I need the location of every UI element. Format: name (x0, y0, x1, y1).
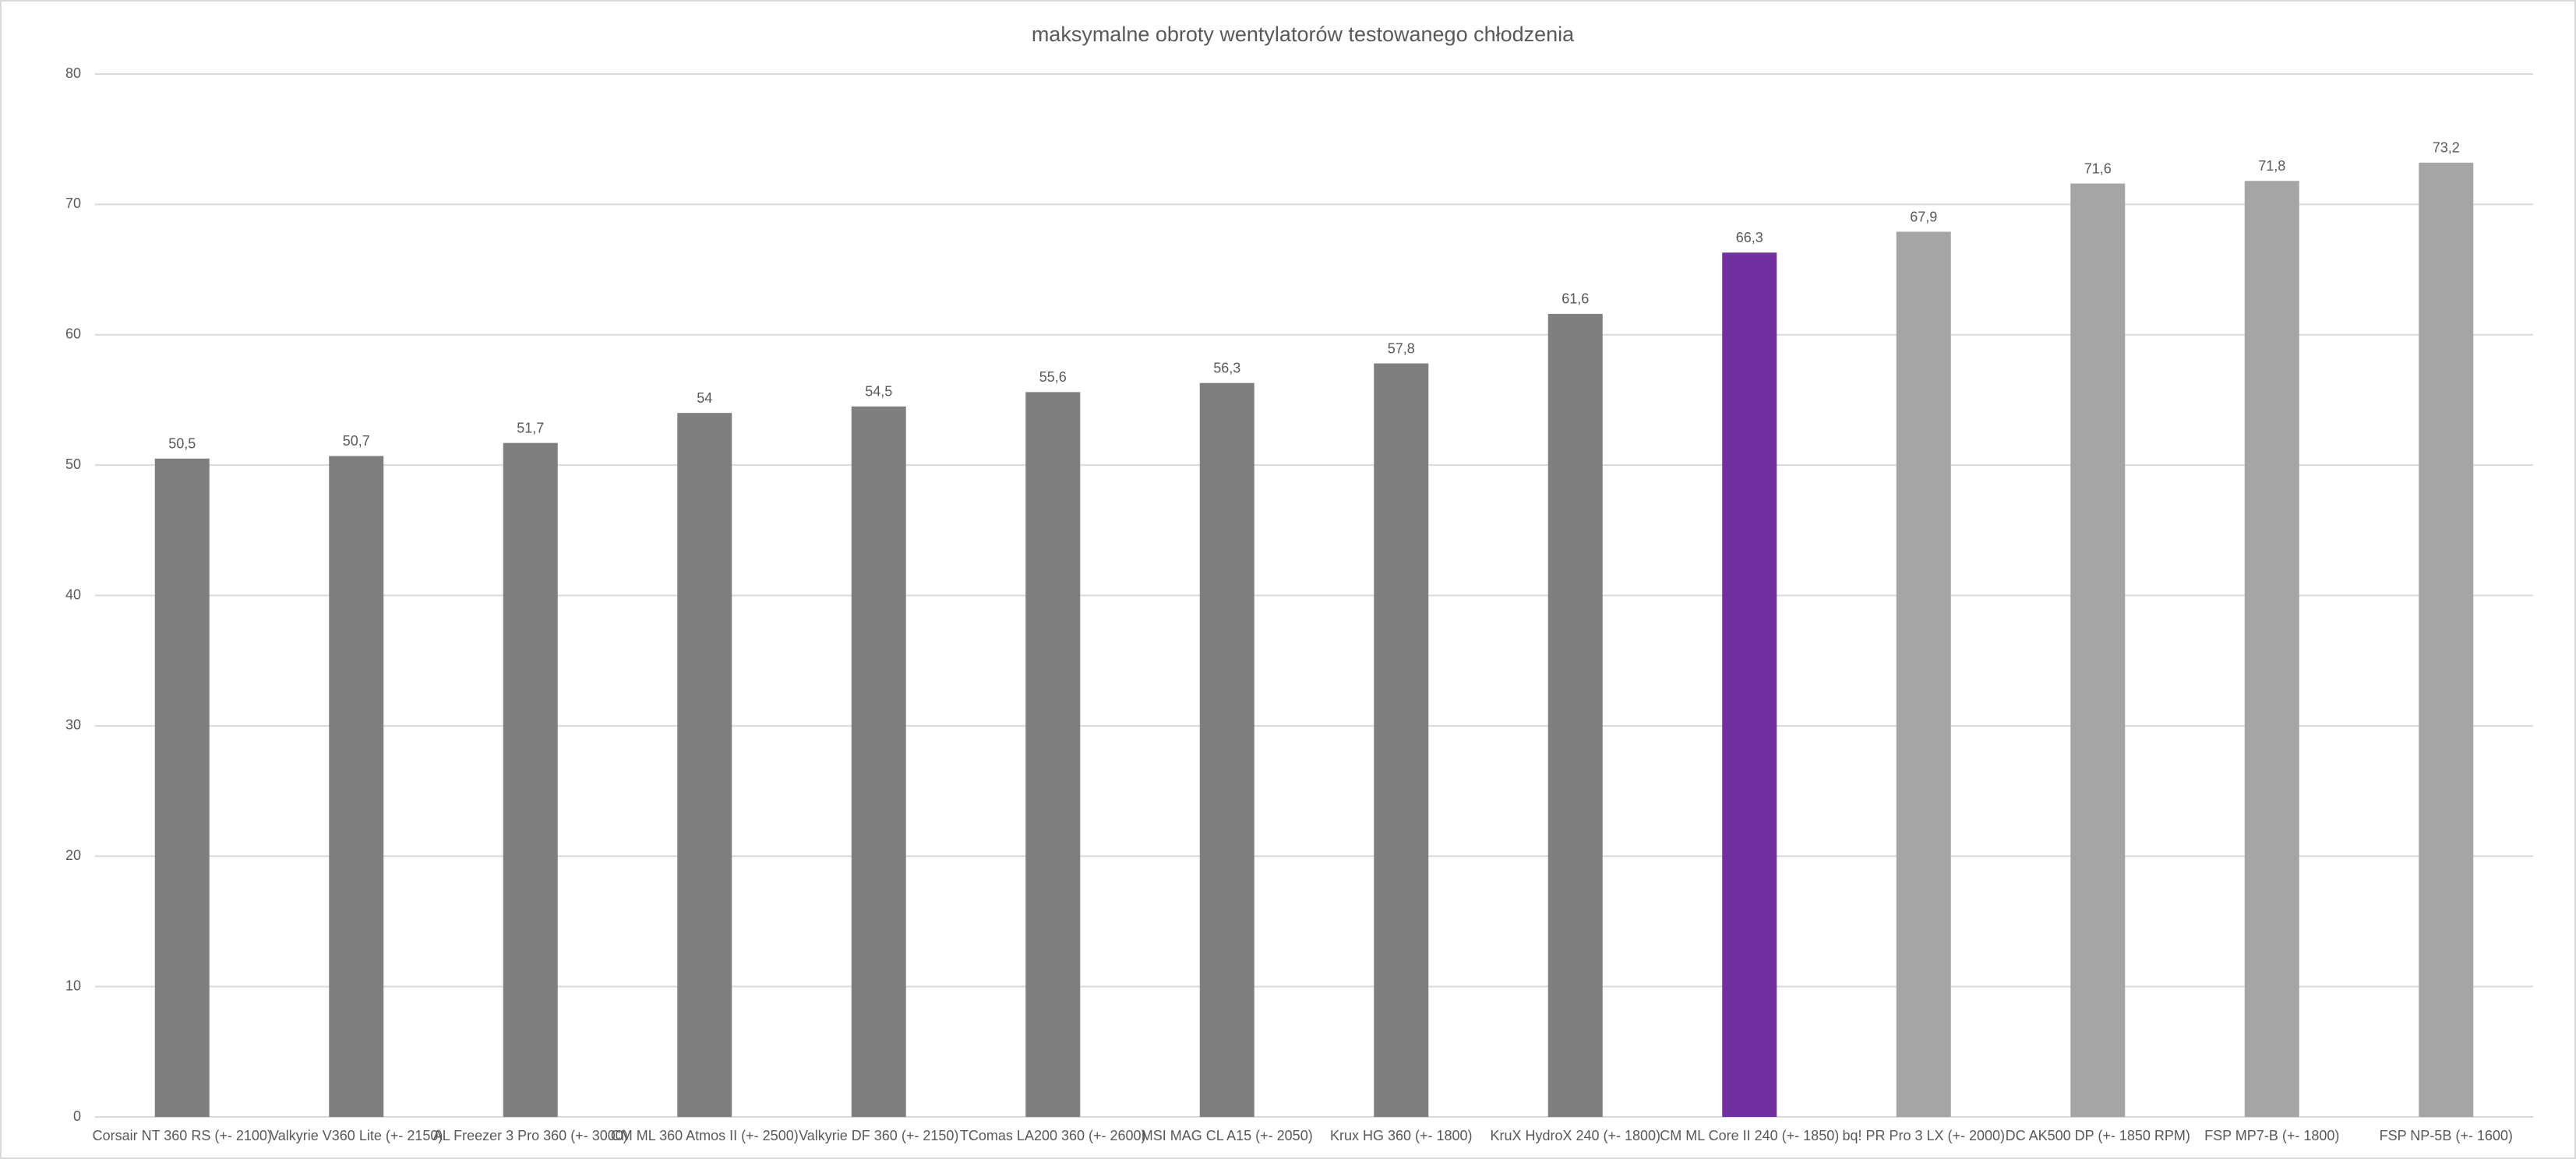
x-tick-label: AL Freezer 3 Pro 360 (+- 3000) (433, 1128, 628, 1143)
bar (329, 456, 384, 1117)
data-label: 50,5 (168, 436, 196, 452)
bar (2244, 181, 2299, 1117)
x-tick-label: KruX HydroX 240 (+- 1800) (1490, 1128, 1660, 1143)
data-label: 55,6 (1039, 369, 1067, 385)
y-tick-label: 80 (65, 65, 81, 81)
x-tick-label: CM ML Core II 240 (+- 1850) (1660, 1128, 1839, 1143)
x-tick-label: Valkyrie V360 Lite (+- 2150) (270, 1128, 443, 1143)
bar (1722, 252, 1777, 1118)
data-label: 67,9 (1910, 209, 1937, 224)
y-tick-label: 60 (65, 326, 81, 342)
x-tick-label: FSP NP-5B (+- 1600) (2380, 1128, 2513, 1143)
x-tick-label: Corsair NT 360 RS (+- 2100) (93, 1128, 272, 1143)
data-label: 61,6 (1561, 291, 1589, 307)
data-label: 71,8 (2258, 158, 2285, 174)
bar (1025, 392, 1081, 1117)
data-label: 73,2 (2433, 140, 2460, 156)
bar (2419, 162, 2474, 1118)
y-tick-label: 70 (65, 196, 81, 211)
bar (1199, 382, 1254, 1118)
y-tick-label: 0 (73, 1108, 81, 1124)
data-label: 71,6 (2084, 160, 2112, 176)
bar (677, 413, 732, 1117)
data-label: 66,3 (1736, 230, 1763, 245)
y-tick-label: 50 (65, 456, 81, 472)
data-label: 54 (697, 390, 712, 406)
x-tick-label: DC AK500 DP (+- 1850 RPM) (2006, 1128, 2190, 1143)
bar (2070, 183, 2126, 1118)
x-tick-label: CM ML 360 Atmos II (+- 2500) (611, 1128, 799, 1143)
bar (1896, 231, 1951, 1118)
y-tick-label: 40 (65, 587, 81, 602)
x-tick-label: Krux HG 360 (+- 1800) (1330, 1128, 1473, 1143)
bar (503, 442, 558, 1117)
bar (851, 406, 906, 1117)
data-label: 50,7 (343, 433, 370, 449)
x-tick-label: Valkyrie DF 360 (+- 2150) (799, 1128, 958, 1143)
data-label: 51,7 (517, 420, 544, 435)
chart-title: maksymalne obroty wentylatorów testowane… (1032, 23, 1575, 46)
y-tick-label: 20 (65, 847, 81, 863)
data-label: 54,5 (865, 384, 892, 400)
x-tick-label: FSP MP7-B (+- 1800) (2204, 1128, 2339, 1143)
bar (1547, 313, 1603, 1118)
y-tick-label: 30 (65, 717, 81, 733)
x-tick-label: MSI MAG CL A15 (+- 2050) (1142, 1128, 1313, 1143)
x-tick-label: TComas LA200 360 (+- 2600) (960, 1128, 1146, 1143)
y-tick-label: 10 (65, 978, 81, 993)
bar (1374, 363, 1429, 1117)
x-tick-label: bq! PR Pro 3 LX (+- 2000) (1842, 1128, 2005, 1143)
bar (154, 458, 210, 1117)
data-label: 56,3 (1213, 360, 1240, 375)
data-label: 57,8 (1388, 340, 1415, 356)
